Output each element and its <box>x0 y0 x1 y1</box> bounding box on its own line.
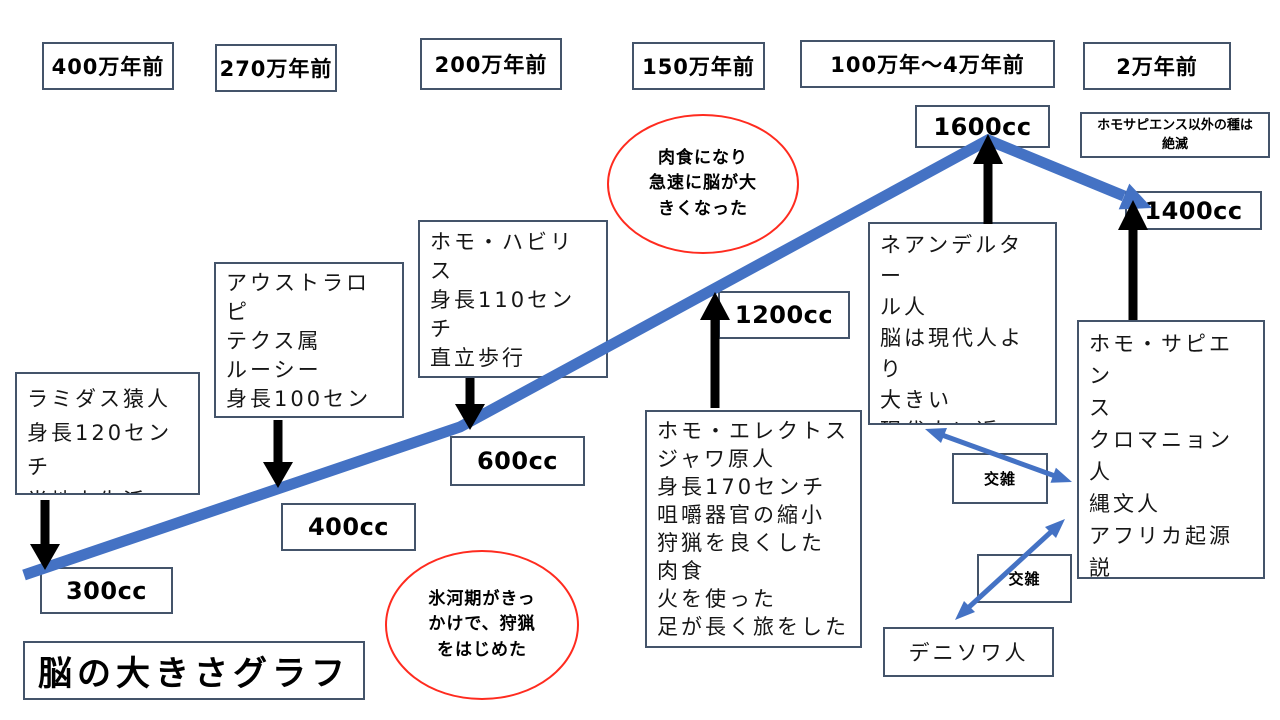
callout-meat-eating: 肉食になり 急速に脳が大 きくなった <box>607 114 799 254</box>
time-label-200man: 200万年前 <box>420 38 562 90</box>
arrow-down-ramidus-icon <box>30 500 60 570</box>
species-box-denisovan: デニソワ人 <box>883 627 1054 677</box>
chart-title: 脳の大きさグラフ <box>23 641 365 700</box>
time-label-400man: 400万年前 <box>42 42 174 90</box>
time-label-2man: 2万年前 <box>1083 42 1231 90</box>
time-label-150man: 150万年前 <box>632 42 765 90</box>
brain-size-1200cc: 1200cc <box>718 291 850 339</box>
brain-size-600cc: 600cc <box>450 436 585 486</box>
brain-size-300cc: 300cc <box>40 567 173 614</box>
species-box-erectus: ホモ・エレクトス ジャワ原人 身長170センチ 咀嚼器官の縮小 狩猟を良くした … <box>645 410 862 648</box>
species-box-sapiens: ホモ・サピエン ス クロマニョン人 縄文人 アフリカ起源説 が有力 農耕を始める <box>1077 320 1265 579</box>
time-label-100man-4man: 100万年～4万年前 <box>800 40 1055 88</box>
brain-size-1600cc: 1600cc <box>915 105 1050 148</box>
species-box-australopithecus: アウストラロピ テクス属 ルーシー 身長100センチ 直立歩行 <box>214 262 404 418</box>
brain-size-400cc: 400cc <box>281 503 416 551</box>
species-box-ramidus: ラミダス猿人 身長120センチ 半地上生活 <box>15 372 200 495</box>
species-box-neanderthal: ネアンデルター ル人 脳は現代人より 大きい 現代人に近い特 徴 <box>868 222 1057 425</box>
callout-ice-age: 氷河期がきっ かけで、狩猟 をはじめた <box>385 550 579 700</box>
interbreeding-label-denisovan: 交雑 <box>977 554 1072 603</box>
arrow-down-habilis-icon <box>455 378 485 430</box>
interbreeding-label-neanderthal: 交雑 <box>952 453 1048 504</box>
brain-size-1400cc: 1400cc <box>1125 191 1262 230</box>
arrow-down-australopithecus-icon <box>263 420 293 488</box>
extinction-note: ホモサピエンス以外の種は 絶滅 <box>1080 112 1270 158</box>
species-box-habilis: ホモ・ハビリス 身長110センチ 直立歩行 石器を使う 肉食 <box>418 220 608 378</box>
time-label-270man: 270万年前 <box>215 44 337 92</box>
